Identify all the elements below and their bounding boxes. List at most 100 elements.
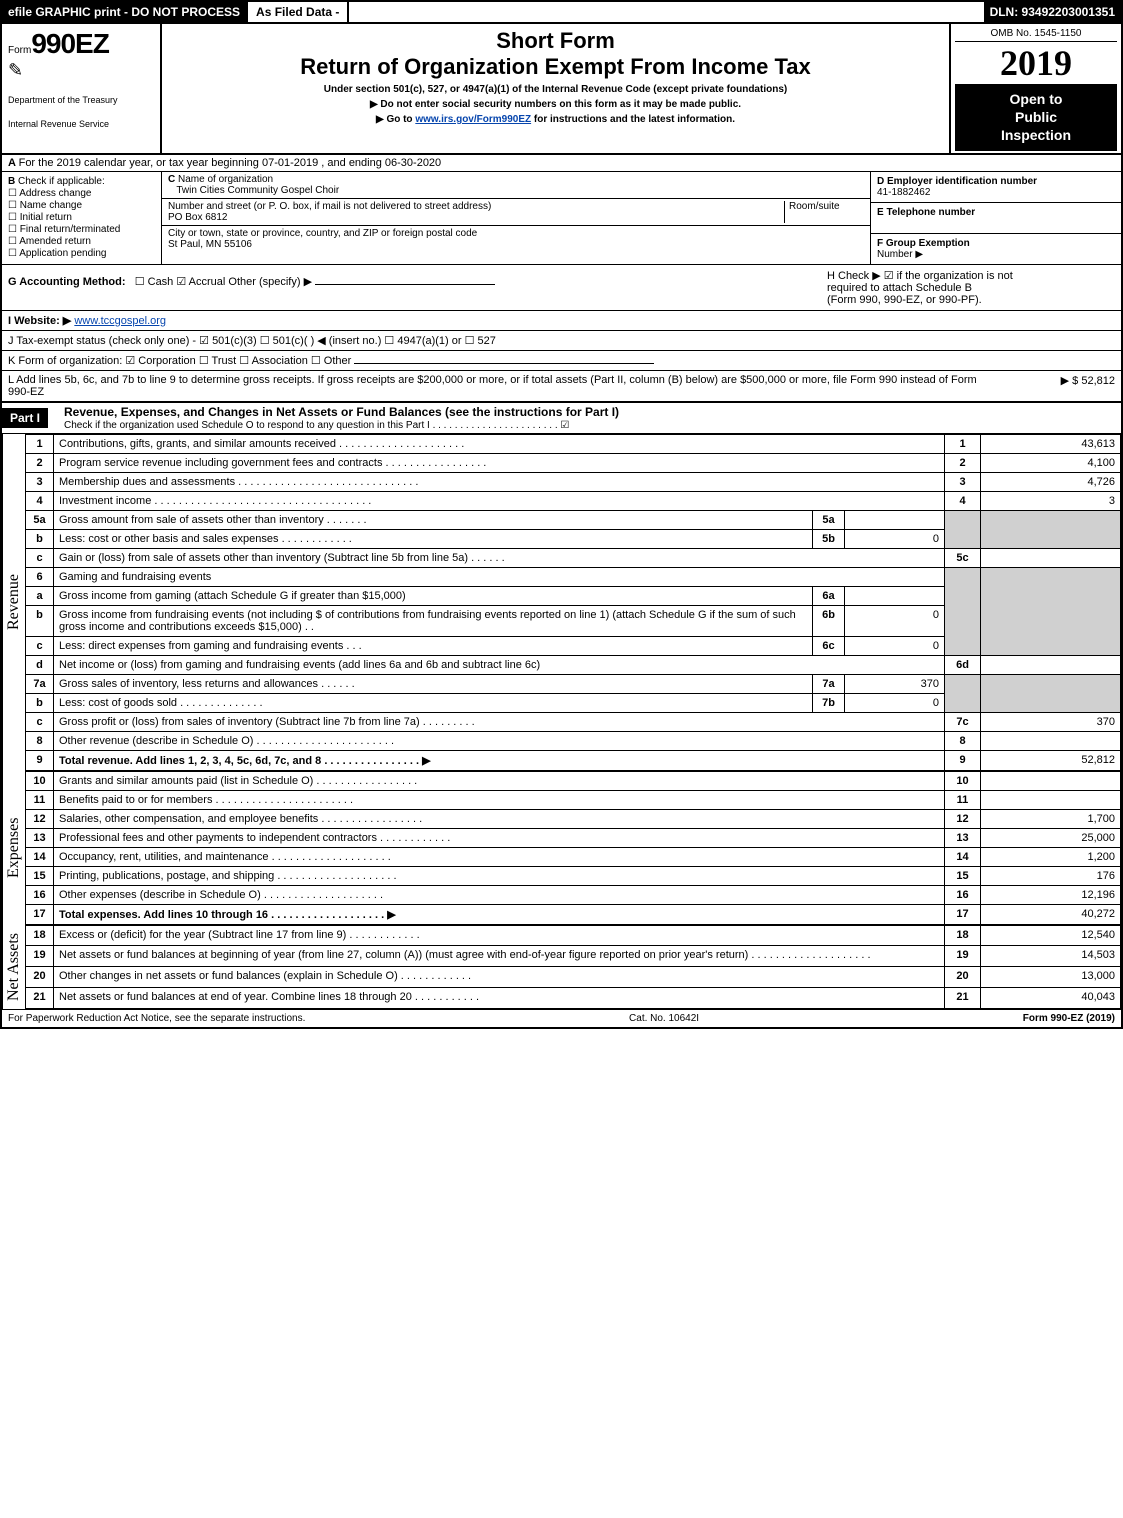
table-row: dNet income or (loss) from gaming and fu… [26, 655, 1121, 674]
total-expenses-label: Total expenses. Add lines 10 through 16 … [59, 909, 396, 921]
table-row: 18Excess or (deficit) for the year (Subt… [26, 925, 1121, 946]
chk-address-change[interactable]: Address change [8, 188, 155, 199]
table-row: 14Occupancy, rent, utilities, and mainte… [26, 847, 1121, 866]
box-c: C Name of organization Twin Cities Commu… [162, 172, 871, 264]
form-meta-block: OMB No. 1545-1150 2019 Open to Public In… [951, 24, 1121, 153]
irs-link[interactable]: www.irs.gov/Form990EZ [415, 114, 531, 125]
revenue-section: Revenue 1Contributions, gifts, grants, a… [2, 434, 1121, 771]
table-row: 10Grants and similar amounts paid (list … [26, 771, 1121, 790]
subtitle-3: ▶ Go to www.irs.gov/Form990EZ for instru… [170, 114, 941, 125]
box-def: D Employer identification number 41-1882… [871, 172, 1121, 264]
table-row: 5aGross amount from sale of assets other… [26, 510, 1121, 529]
other-org-input[interactable] [354, 363, 654, 364]
line-h-1: H Check ▶ ☑ if the organization is not [827, 269, 1115, 282]
line-l-text: L Add lines 5b, 6c, and 7b to line 9 to … [8, 374, 995, 398]
title-main: Return of Organization Exempt From Incom… [170, 54, 941, 80]
table-row: 19Net assets or fund balances at beginni… [26, 946, 1121, 967]
dln-label: DLN: 93492203001351 [984, 2, 1121, 22]
table-row: 15Printing, publications, postage, and s… [26, 866, 1121, 885]
line-k: K Form of organization: ☑ Corporation ☐ … [2, 351, 1121, 371]
line-l-amount: ▶ $ 52,812 [995, 374, 1115, 398]
tel-label: E Telephone number [877, 207, 975, 218]
subtitle-3-prefix: ▶ Go to [376, 114, 415, 125]
table-row: 4Investment income . . . . . . . . . . .… [26, 491, 1121, 510]
section-bcd: B Check if applicable: Address change Na… [2, 172, 1121, 265]
efile-label: efile GRAPHIC print - DO NOT PROCESS [2, 2, 246, 22]
table-row: cGross profit or (loss) from sales of in… [26, 712, 1121, 731]
table-row: 9Total revenue. Add lines 1, 2, 3, 4, 5c… [26, 750, 1121, 770]
chk-application-pending[interactable]: Application pending [8, 248, 155, 259]
net-assets-side-label: Net Assets [2, 925, 25, 1009]
line-i-label: I Website: ▶ [8, 315, 71, 327]
line-g-opts: ☐ Cash ☑ Accrual Other (specify) ▶ [135, 276, 312, 288]
city-label: City or town, state or province, country… [168, 228, 477, 239]
revenue-side-label: Revenue [2, 434, 25, 771]
row-desc: Contributions, gifts, grants, and simila… [54, 434, 945, 453]
chk-final-return[interactable]: Final return/terminated [8, 224, 155, 235]
footer-mid: Cat. No. 10642I [629, 1013, 699, 1024]
row-amt: 43,613 [981, 434, 1121, 453]
table-row: 3Membership dues and assessments . . . .… [26, 472, 1121, 491]
line-i: I Website: ▶ www.tccgospel.org [2, 311, 1121, 331]
org-name-block: C Name of organization Twin Cities Commu… [162, 172, 870, 199]
revenue-table: 1Contributions, gifts, grants, and simil… [25, 434, 1121, 771]
room-suite-label: Room/suite [784, 201, 864, 223]
other-specify-input[interactable] [315, 284, 495, 285]
form-prefix: Form [8, 45, 31, 56]
line-h-2: required to attach Schedule B [827, 282, 1115, 294]
line-h-3: (Form 990, 990-EZ, or 990-PF). [827, 294, 1115, 306]
table-row: 13Professional fees and other payments t… [26, 828, 1121, 847]
open-to-public: Open to Public Inspection [955, 84, 1117, 151]
table-row: 21Net assets or fund balances at end of … [26, 987, 1121, 1008]
expenses-section: Expenses 10Grants and similar amounts pa… [2, 771, 1121, 925]
form-number: 990EZ [31, 28, 109, 59]
footer-right: Form 990-EZ (2019) [1023, 1013, 1115, 1024]
ein-label: D Employer identification number [877, 176, 1037, 187]
tel-block: E Telephone number [871, 203, 1121, 234]
line-a: A For the 2019 calendar year, or tax yea… [2, 155, 1121, 172]
website-link[interactable]: www.tccgospel.org [74, 315, 166, 327]
table-row: 17Total expenses. Add lines 10 through 1… [26, 904, 1121, 924]
part-1-header: Part I Revenue, Expenses, and Changes in… [2, 402, 1121, 434]
net-assets-table: 18Excess or (deficit) for the year (Subt… [25, 925, 1121, 1009]
footer-left: For Paperwork Reduction Act Notice, see … [8, 1013, 305, 1024]
table-row: 1Contributions, gifts, grants, and simil… [26, 434, 1121, 453]
table-row: cGain or (loss) from sale of assets othe… [26, 548, 1121, 567]
open-line-1: Open to [957, 90, 1115, 108]
table-row: 6Gaming and fundraising events [26, 567, 1121, 586]
ein-value: 41-1882462 [877, 187, 930, 198]
addr-label: Number and street (or P. O. box, if mail… [168, 201, 491, 212]
part-1-check: Check if the organization used Schedule … [56, 420, 569, 431]
expenses-side-label: Expenses [2, 771, 25, 925]
city-value: St Paul, MN 55106 [168, 239, 252, 250]
table-row: 8Other revenue (describe in Schedule O) … [26, 731, 1121, 750]
line-h: H Check ▶ ☑ if the organization is not r… [821, 265, 1121, 310]
line-j: J Tax-exempt status (check only one) - ☑… [2, 331, 1121, 351]
org-addr-block: Number and street (or P. O. box, if mail… [162, 199, 870, 226]
table-row: 20Other changes in net assets or fund ba… [26, 967, 1121, 988]
form-header: Form990EZ ✎ Department of the Treasury I… [2, 24, 1121, 155]
line-l: L Add lines 5b, 6c, and 7b to line 9 to … [2, 371, 1121, 402]
row-box: 1 [945, 434, 981, 453]
ein-block: D Employer identification number 41-1882… [871, 172, 1121, 203]
table-row: 11Benefits paid to or for members . . . … [26, 790, 1121, 809]
chk-amended-return[interactable]: Amended return [8, 236, 155, 247]
efile-icon: ✎ [8, 60, 154, 81]
form-id-block: Form990EZ ✎ Department of the Treasury I… [2, 24, 162, 153]
form-page: efile GRAPHIC print - DO NOT PROCESS As … [0, 0, 1123, 1029]
top-bar: efile GRAPHIC print - DO NOT PROCESS As … [2, 2, 1121, 24]
chk-initial-return[interactable]: Initial return [8, 212, 155, 223]
expenses-table: 10Grants and similar amounts paid (list … [25, 771, 1121, 925]
table-row: 2Program service revenue including gover… [26, 453, 1121, 472]
section-gh: G Accounting Method: ☐ Cash ☑ Accrual Ot… [2, 265, 1121, 311]
line-g-label: G Accounting Method: [8, 276, 126, 288]
table-row: 7aGross sales of inventory, less returns… [26, 674, 1121, 693]
subtitle-1: Under section 501(c), 527, or 4947(a)(1)… [170, 84, 941, 95]
chk-name-change[interactable]: Name change [8, 200, 155, 211]
net-assets-section: Net Assets 18Excess or (deficit) for the… [2, 925, 1121, 1009]
tax-year: 2019 [955, 42, 1117, 84]
subtitle-3-suffix: for instructions and the latest informat… [531, 114, 735, 125]
as-filed-label: As Filed Data - [246, 2, 349, 22]
org-name: Twin Cities Community Gospel Choir [176, 185, 339, 196]
row-num: 1 [26, 434, 54, 453]
